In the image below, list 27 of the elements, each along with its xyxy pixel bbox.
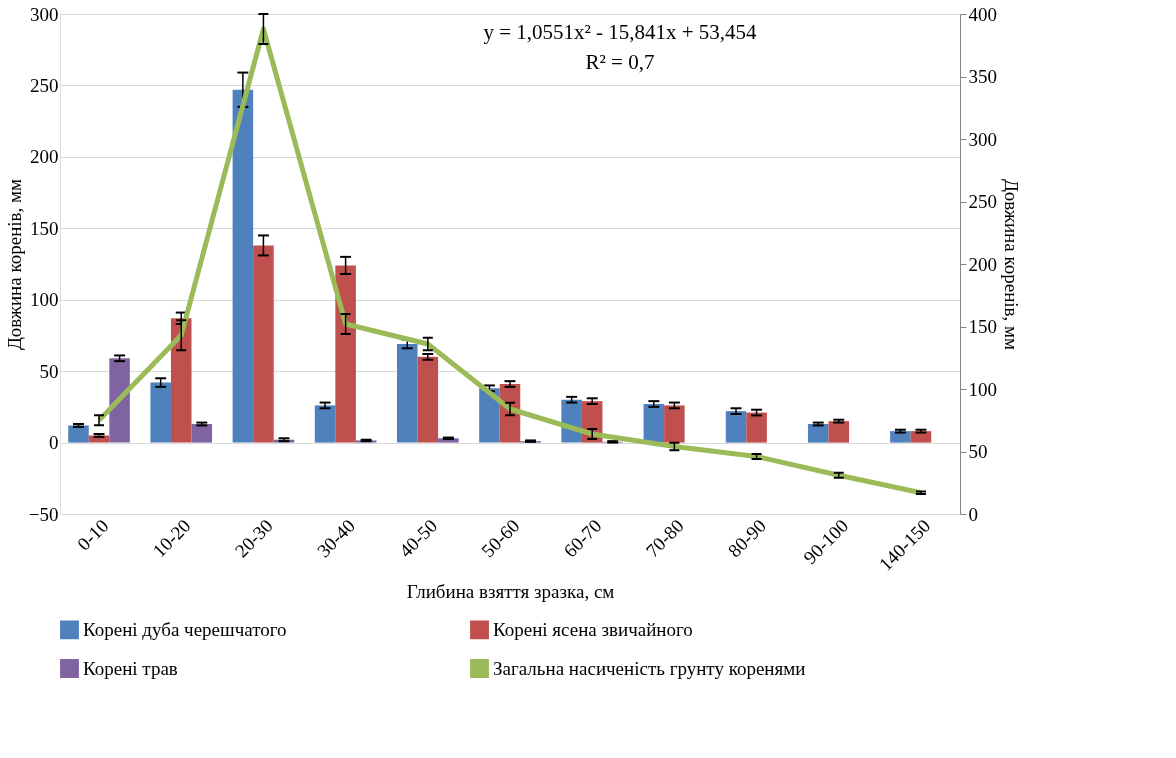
y2-tick-label: 50: [968, 441, 988, 462]
y2-tick-label: 250: [968, 191, 997, 212]
y2-tick-label: 350: [968, 66, 997, 87]
y2-tick-label: 0: [968, 503, 978, 525]
y-axis-title: Довжина коренів, мм: [3, 178, 25, 351]
annotation: y = 1,0551x² - 15,841x + 53,454: [483, 20, 758, 44]
legend-label: Корені ясена звичайного: [493, 618, 693, 640]
y-tick-label: 150: [30, 217, 59, 239]
legend-label: Корені трав: [83, 657, 178, 679]
legend-label: Корені дуба черешчатого: [83, 618, 287, 640]
annotation: R² = 0,7: [585, 50, 655, 74]
y-tick-label: 50: [39, 360, 59, 382]
x-axis-title: Глибина взяття зразка, см: [406, 580, 615, 602]
y-tick-label: 100: [30, 289, 59, 311]
y2-tick-label: 400: [968, 3, 997, 25]
y2-tick-label: 100: [968, 378, 997, 400]
y-tick-label: 300: [30, 3, 59, 25]
x-tick-label: 0-10: [73, 515, 113, 555]
y2-axis-title: Довжина коренів, мм: [1001, 178, 1022, 351]
y2-tick-label: 150: [968, 316, 997, 337]
y-tick-label: 0: [49, 432, 59, 454]
y-tick-label: −50: [28, 503, 59, 525]
y2-tick-label: 200: [968, 253, 997, 275]
y2-tick-label: 300: [968, 128, 997, 150]
y-tick-label: 250: [30, 74, 59, 96]
legend-label: Загальна насиченість грунту коренями: [493, 657, 806, 679]
y-tick-label: 200: [30, 146, 59, 168]
